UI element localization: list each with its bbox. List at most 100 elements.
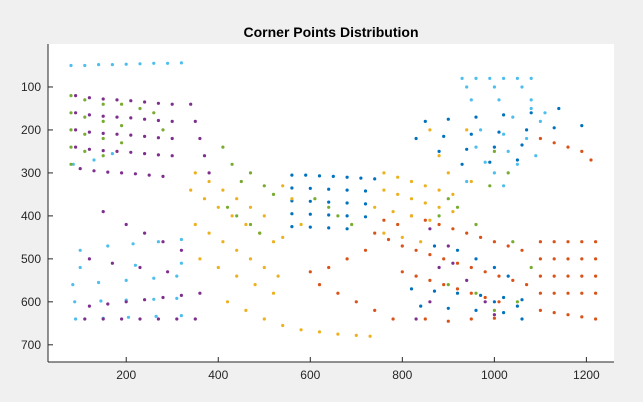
scatter-point [143, 152, 147, 156]
scatter-points-layer [69, 61, 598, 338]
scatter-point [580, 291, 584, 295]
y-tick-label: 500 [21, 252, 41, 266]
scatter-point [515, 76, 520, 80]
scatter-point [483, 160, 487, 164]
scatter-point [492, 145, 496, 149]
scatter-point [207, 171, 211, 175]
scatter-point [124, 300, 128, 304]
scatter-point [580, 149, 584, 153]
scatter-point [198, 136, 202, 141]
scatter-point [423, 201, 427, 205]
scatter-point [207, 231, 211, 235]
scatter-point [363, 248, 368, 252]
scatter-point [474, 115, 478, 119]
scatter-point [552, 257, 556, 261]
scatter-point [492, 240, 496, 244]
scatter-point [460, 162, 464, 166]
scatter-point [129, 99, 133, 103]
scatter-point [432, 244, 437, 248]
scatter-point [400, 235, 404, 239]
scatter-point [469, 317, 473, 321]
scatter-point [419, 240, 423, 244]
scatter-point [244, 308, 248, 312]
scatter-point [336, 332, 340, 336]
scatter-point [492, 308, 496, 312]
scatter-point [327, 226, 331, 230]
scatter-point [189, 188, 193, 192]
scatter-point [396, 175, 400, 179]
scatter-point [221, 145, 225, 149]
scatter-point [446, 197, 450, 201]
scatter-point [566, 145, 570, 149]
scatter-point [78, 248, 82, 252]
scatter-point [566, 274, 570, 278]
scatter-point [138, 106, 142, 111]
scatter-point [414, 136, 418, 141]
scatter-point [152, 297, 156, 301]
scatter-point [299, 328, 303, 332]
scatter-point [451, 210, 455, 214]
scatter-point [156, 101, 160, 105]
scatter-point [423, 218, 427, 222]
scatter-point [336, 291, 340, 295]
scatter-point [244, 222, 248, 227]
scatter-point [271, 192, 276, 196]
scatter-point [552, 311, 556, 315]
scatter-point [437, 214, 441, 218]
scatter-point [525, 283, 529, 287]
scatter-point [437, 205, 441, 209]
scatter-point [235, 197, 239, 201]
scatter-point [156, 136, 160, 140]
scatter-point [115, 132, 119, 136]
scatter-point [446, 244, 450, 248]
scatter-point [363, 202, 368, 206]
scatter-point [350, 222, 354, 227]
scatter-point [492, 313, 496, 317]
scatter-point [345, 214, 349, 218]
scatter-point [175, 274, 179, 278]
scatter-point [87, 113, 91, 117]
scatter-point [409, 214, 414, 218]
scatter-point [156, 240, 160, 244]
scatter-point [345, 201, 349, 205]
scatter-point [373, 205, 377, 209]
scatter-point [566, 313, 570, 317]
scatter-point [131, 242, 135, 246]
scatter-point [271, 291, 276, 295]
scatter-point [133, 172, 137, 176]
scatter-point [156, 317, 160, 321]
scatter-point [428, 278, 432, 282]
scatter-point [492, 265, 496, 270]
axes [47, 44, 614, 363]
scatter-point [451, 261, 455, 265]
scatter-point [83, 132, 87, 136]
scatter-point [363, 215, 368, 219]
scatter-point [382, 171, 386, 175]
scatter-point [143, 134, 147, 138]
scatter-point [465, 231, 469, 235]
scatter-point [327, 213, 331, 217]
scatter-point [492, 149, 496, 153]
scatter-point [248, 205, 253, 209]
scatter-point [170, 119, 174, 123]
scatter-point [354, 300, 358, 304]
scatter-point [497, 130, 501, 134]
scatter-point [432, 289, 437, 293]
scatter-point [138, 265, 142, 270]
scatter-point [327, 187, 331, 191]
scatter-point [258, 231, 262, 235]
scatter-point [409, 179, 414, 184]
scatter-point [161, 295, 165, 300]
scatter-point [101, 114, 105, 118]
scatter-point [253, 283, 257, 287]
scatter-point [437, 222, 441, 227]
scatter-point [345, 257, 349, 261]
scatter-point [71, 162, 75, 166]
scatter-point [202, 197, 207, 201]
y-tick-label: 700 [21, 338, 41, 352]
scatter-point [437, 149, 441, 153]
scatter-point [129, 133, 133, 137]
scatter-point [230, 214, 234, 218]
scatter-point [488, 184, 492, 188]
